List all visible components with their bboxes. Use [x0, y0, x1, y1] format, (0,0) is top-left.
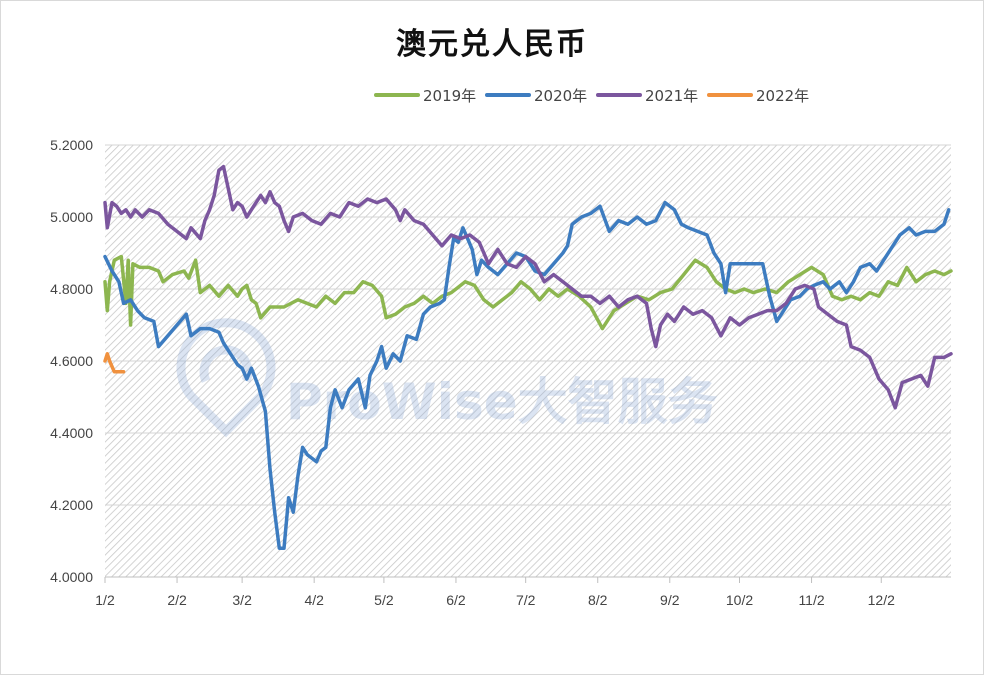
x-tick-label: 2/2 [167, 592, 187, 608]
series-line-4 [103, 352, 126, 374]
y-tick-label: 4.8000 [50, 281, 93, 297]
x-tick-label: 11/2 [798, 592, 824, 608]
y-tick-label: 4.4000 [50, 425, 93, 441]
legend: 2019年 2020年 2021年 2022年 [374, 87, 809, 105]
x-tick-label: 3/2 [232, 592, 252, 608]
x-tick-label: 5/2 [374, 592, 394, 608]
series-line-1 [103, 254, 953, 331]
watermark: ProWise大智服务 [176, 318, 718, 438]
legend-label-4: 2022年 [756, 87, 809, 105]
x-tick-label: 8/2 [588, 592, 608, 608]
x-tick-label: 1/2 [95, 592, 115, 608]
x-tick-label: 10/2 [726, 592, 753, 608]
x-tick-label: 9/2 [660, 592, 680, 608]
legend-label-2: 2020年 [534, 87, 587, 105]
y-tick-label: 5.2000 [50, 137, 93, 153]
series-line-2 [103, 200, 951, 550]
y-tick-label: 4.2000 [50, 497, 93, 513]
y-tick-label: 4.6000 [50, 353, 93, 369]
x-tick-label: 7/2 [516, 592, 536, 608]
watermark-text: ProWise大智服务 [286, 373, 718, 431]
x-axis: 1/2 2/2 3/2 4/2 5/2 6/2 7/2 8/2 9/2 10/2 11/2 12/2 [95, 576, 951, 608]
series-lines [103, 164, 953, 550]
legend-label-3: 2021年 [645, 87, 698, 105]
x-tick-label: 4/2 [304, 592, 324, 608]
legend-label-1: 2019年 [423, 87, 476, 105]
x-tick-label: 6/2 [446, 592, 466, 608]
x-tick-label: 12/2 [868, 592, 895, 608]
series-line-3 [103, 164, 953, 410]
y-tick-label: 5.0000 [50, 209, 93, 225]
chart-title: 澳元兑人民币 [396, 27, 588, 62]
y-axis: 4.0000 4.2000 4.4000 4.6000 4.8000 5.0000 5.20… [50, 137, 93, 585]
y-tick-label: 4.0000 [50, 569, 93, 585]
